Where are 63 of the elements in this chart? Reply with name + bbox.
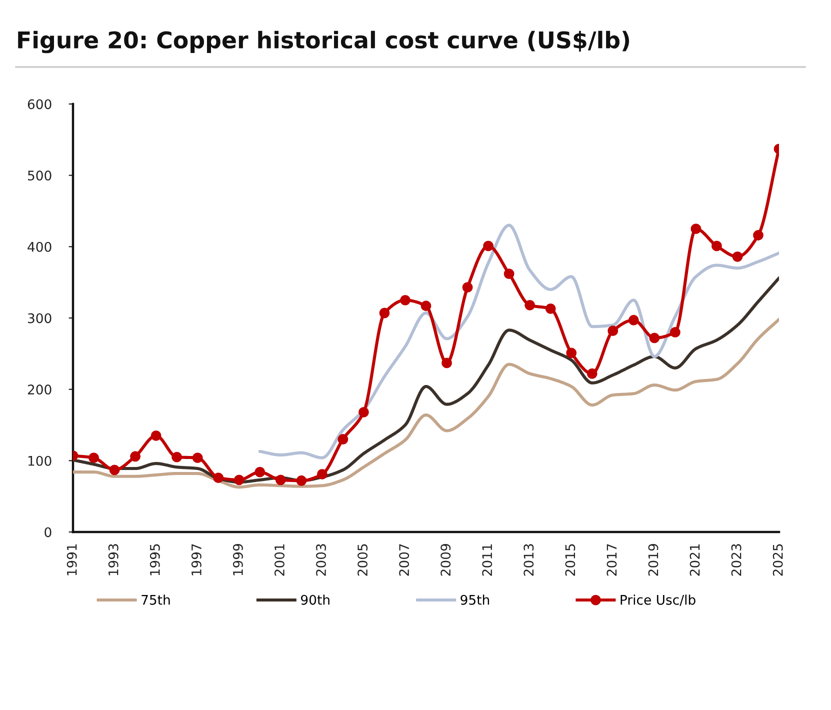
- x-tick-label: 2017: [606, 544, 617, 576]
- point: [670, 327, 680, 338]
- point: [109, 464, 120, 476]
- point: [420, 300, 432, 312]
- point: [566, 348, 577, 358]
- legend-label: Price Usc/lb: [620, 594, 696, 606]
- point: [545, 304, 556, 314]
- point: [462, 282, 473, 293]
- chart-title: Figure 20: Copper historical cost curve (US$/lb): [18, 30, 630, 54]
- point: [608, 326, 618, 336]
- point: [213, 472, 224, 483]
- x-tick-label: 2023: [731, 544, 742, 576]
- x-tick-label: 2021: [690, 544, 700, 576]
- point: [379, 308, 390, 318]
- point: [586, 368, 598, 379]
- point: [524, 300, 536, 310]
- y-tick-label: 300: [28, 313, 52, 324]
- x-tick-label: 1991: [66, 544, 77, 576]
- point: [711, 240, 722, 252]
- x-tick-label: 2011: [482, 544, 492, 576]
- legend-label: 95th: [460, 594, 490, 605]
- x-tick-label: 2013: [524, 544, 534, 576]
- point: [649, 332, 660, 344]
- x-tick-label: 1993: [108, 544, 118, 576]
- point: [192, 452, 203, 464]
- y-tick-label: 600: [28, 99, 52, 110]
- y-tick-label: 100: [28, 456, 52, 466]
- point: [400, 294, 410, 306]
- point: [483, 240, 494, 252]
- point: [316, 469, 328, 480]
- x-tick-label: 2019: [648, 544, 658, 576]
- point: [504, 268, 514, 279]
- x-tick-label: 2007: [399, 544, 410, 576]
- point: [358, 406, 369, 418]
- x-tick-label: 2015: [565, 544, 576, 576]
- legend-label: 75th: [142, 594, 170, 605]
- x-tick-label: 1997: [191, 544, 202, 576]
- y-tick-label: 200: [28, 384, 52, 395]
- x-tick-label: 1999: [232, 544, 243, 576]
- point: [732, 251, 743, 262]
- y-tick-label: 400: [28, 242, 52, 252]
- point: [150, 430, 162, 441]
- point: [234, 474, 244, 486]
- legend-label: 90th: [301, 594, 330, 605]
- x-tick-label: 2005: [358, 544, 368, 576]
- x-tick-label: 2025: [772, 544, 783, 576]
- point: [88, 452, 99, 464]
- x-tick-label: 2001: [274, 544, 284, 576]
- point: [628, 314, 639, 326]
- point: [254, 466, 266, 478]
- point: [753, 230, 764, 240]
- point: [275, 474, 286, 486]
- point: [690, 224, 702, 234]
- x-tick-label: 2009: [440, 544, 451, 576]
- x-tick-label: 1995: [150, 544, 160, 576]
- point: [338, 434, 348, 444]
- point: [172, 452, 182, 462]
- x-tick-label: 2003: [316, 544, 326, 576]
- point: [442, 358, 452, 368]
- point: [296, 475, 307, 486]
- y-tick-label: 500: [28, 170, 52, 181]
- y-tick-label: 0: [44, 527, 52, 538]
- point: [130, 451, 141, 462]
